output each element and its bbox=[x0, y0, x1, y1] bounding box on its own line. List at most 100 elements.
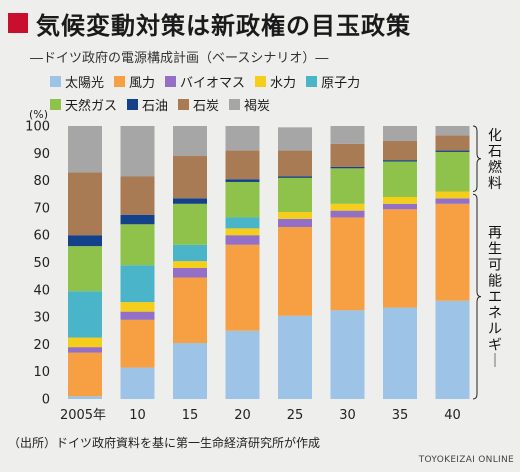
bar-segment bbox=[278, 227, 312, 316]
legend-swatch bbox=[50, 99, 61, 110]
group-label-char: 料 bbox=[488, 176, 502, 192]
legend-label: 太陽光 bbox=[65, 76, 105, 91]
bar-segment bbox=[225, 228, 260, 236]
bar-segment bbox=[330, 143, 365, 167]
legend-item: 石炭 bbox=[178, 95, 219, 114]
bar-segment bbox=[68, 126, 102, 173]
bar-segment bbox=[225, 244, 260, 331]
legend-item: 天然ガス bbox=[50, 95, 117, 114]
bar-segment bbox=[173, 343, 207, 399]
group-label-char: ｜ bbox=[488, 354, 502, 370]
bar-segment bbox=[383, 141, 417, 161]
bar-segment bbox=[435, 191, 470, 199]
legend-item: 水力 bbox=[255, 72, 296, 91]
legend-swatch bbox=[255, 76, 267, 87]
group-label-char: 石 bbox=[488, 144, 502, 160]
publisher-credit: TOYOKEIZAI ONLINE bbox=[418, 455, 514, 465]
bar-segment bbox=[68, 396, 102, 399]
bar-segment bbox=[173, 203, 207, 245]
x-tick-label: 40 bbox=[444, 408, 461, 423]
bar-segment bbox=[225, 217, 260, 229]
x-tick-label: 35 bbox=[392, 408, 409, 423]
legend-swatch bbox=[127, 99, 139, 110]
bar-segment bbox=[120, 214, 155, 225]
bar-segment bbox=[278, 218, 312, 228]
group-label-char: ネ bbox=[488, 306, 502, 322]
bar-segment bbox=[173, 277, 207, 344]
bar-segment bbox=[120, 224, 155, 266]
bar-segment bbox=[120, 176, 155, 215]
legend-label: 褐炭 bbox=[244, 99, 271, 114]
group-label-char: 生 bbox=[488, 242, 502, 258]
bar-segment bbox=[278, 150, 312, 177]
y-tick-label: 40 bbox=[33, 283, 50, 298]
bar-segment bbox=[120, 367, 155, 399]
title-marker-square bbox=[8, 13, 28, 33]
bar-segment bbox=[278, 127, 312, 151]
bar-segment bbox=[278, 211, 312, 219]
bar-segment bbox=[68, 172, 102, 236]
legend-row-1: 太陽光 風力 バイオマス 水力 原子力 bbox=[50, 70, 490, 93]
bar-segment bbox=[120, 265, 155, 303]
bar-segment bbox=[435, 150, 470, 152]
legend-row-2: 天然ガス 石油 石炭 褐炭 bbox=[50, 93, 490, 116]
bar-segment bbox=[68, 337, 102, 348]
legend-label: バイオマス bbox=[180, 76, 246, 91]
bar-segment bbox=[330, 203, 365, 211]
chart-title: 気候変動対策は新政権の目玉政策 bbox=[36, 11, 411, 40]
legend-label: 原子力 bbox=[321, 76, 361, 91]
group-label-char: ル bbox=[488, 322, 502, 338]
bar-segment bbox=[330, 126, 365, 144]
group-bracket bbox=[472, 125, 482, 193]
y-axis-unit-label: (%) bbox=[29, 108, 48, 121]
legend-label: 水力 bbox=[270, 76, 297, 91]
bar-segment bbox=[435, 151, 470, 192]
y-tick-label: 100 bbox=[25, 120, 50, 135]
legend-item: 石油 bbox=[127, 95, 168, 114]
bar-segment bbox=[278, 176, 312, 178]
bar-segment bbox=[383, 161, 417, 197]
bar-segment bbox=[278, 315, 312, 399]
bar-segment bbox=[173, 267, 207, 278]
bar-segment bbox=[173, 126, 207, 157]
legend-swatch bbox=[50, 76, 61, 87]
legend-label: 風力 bbox=[129, 76, 156, 91]
legend-swatch bbox=[306, 76, 318, 87]
bar-segment bbox=[330, 166, 365, 169]
bar-segment bbox=[120, 311, 155, 320]
group-label-char: 燃 bbox=[488, 159, 502, 176]
legend-swatch bbox=[114, 76, 126, 87]
group-label-char: 能 bbox=[488, 274, 502, 290]
y-tick-label: 30 bbox=[33, 311, 50, 326]
bar-segment bbox=[68, 235, 102, 247]
bar-segment bbox=[435, 300, 470, 399]
x-tick-label: 20 bbox=[234, 408, 251, 423]
bar-segment bbox=[173, 244, 207, 262]
group-label-char: 再 bbox=[488, 226, 502, 242]
y-tick-label: 10 bbox=[33, 365, 50, 380]
legend-swatch bbox=[165, 76, 177, 87]
bar-segment bbox=[68, 347, 102, 353]
y-tick-label: 20 bbox=[33, 338, 50, 353]
x-tick-label: 25 bbox=[287, 408, 304, 423]
legend-label: 石炭 bbox=[193, 99, 220, 114]
bar-segment bbox=[225, 181, 260, 218]
legend-item: 褐炭 bbox=[229, 95, 270, 114]
bar-segment bbox=[383, 203, 417, 210]
bar-segment bbox=[120, 126, 155, 177]
group-label-char: ギ bbox=[488, 338, 502, 354]
y-tick-label: 60 bbox=[33, 229, 50, 244]
bar-segment bbox=[225, 126, 260, 151]
bar-segment bbox=[435, 135, 470, 151]
bar-segment bbox=[435, 198, 470, 204]
bar-segment bbox=[383, 209, 417, 308]
bar-segment bbox=[225, 330, 260, 399]
legend-label: 天然ガス bbox=[65, 99, 118, 114]
bar-segment bbox=[278, 177, 312, 212]
group-label-char: 可 bbox=[488, 258, 502, 274]
bar-segment bbox=[68, 246, 102, 292]
title-block: 気候変動対策は新政権の目玉政策 bbox=[8, 8, 411, 40]
y-tick-label: 50 bbox=[33, 256, 50, 271]
bar-segment bbox=[225, 179, 260, 182]
